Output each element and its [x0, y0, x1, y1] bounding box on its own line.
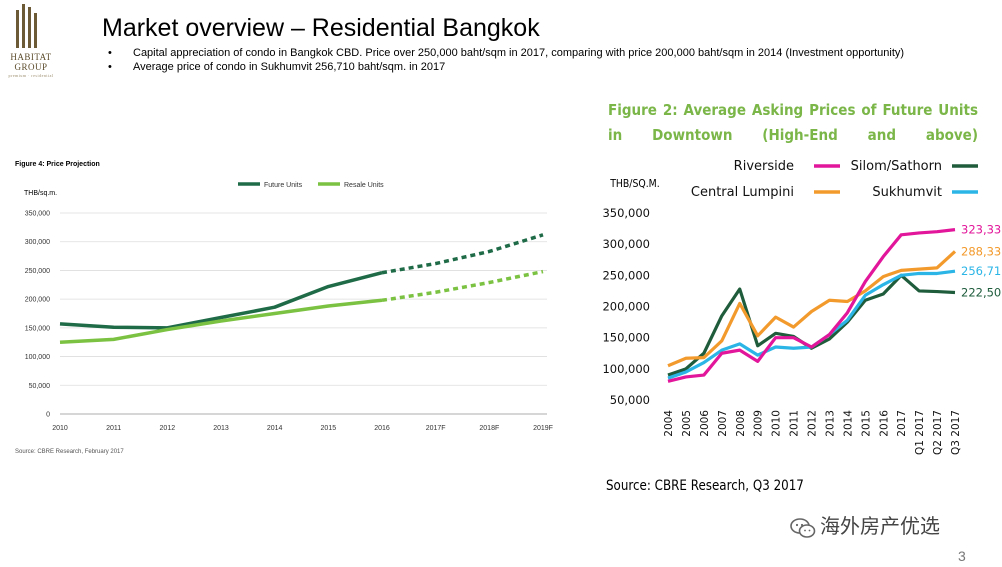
- logo-tagline: premium · residential: [8, 73, 54, 78]
- series-line-future: [59, 271, 383, 330]
- y-tick-label: 350,000: [602, 206, 650, 220]
- x-tick-label: 2017F: [426, 425, 446, 432]
- bullet-text: Capital appreciation of condo in Bangkok…: [133, 47, 905, 59]
- y-tick-label: 250,000: [602, 268, 650, 282]
- y-tick-label: 50,000: [29, 383, 51, 390]
- figure2-title: Figure 2: Average Asking Prices of Futur…: [608, 98, 978, 148]
- bullet-item: • Average price of condo in Sukhumvit 256…: [108, 60, 904, 74]
- y-tick-label: 0: [46, 412, 50, 419]
- logo-mark-icon: [16, 4, 37, 48]
- legend-label: Future Units: [264, 182, 303, 189]
- x-tick-label: 2007: [717, 410, 729, 437]
- bullet-marker: •: [108, 61, 112, 73]
- end-value-label-sukhumvit: 256,710: [961, 264, 1002, 278]
- legend-label-sukhumvit: Sukhumvit: [872, 185, 942, 200]
- x-tick-label: 2005: [681, 410, 693, 437]
- bullet-marker: •: [108, 47, 112, 59]
- x-tick-label: 2011: [789, 410, 801, 437]
- y-tick-label: 300,000: [25, 239, 50, 246]
- figure2-source: Source: CBRE Research, Q3 2017: [606, 478, 804, 494]
- end-value-label-riverside: 323,333: [961, 223, 1002, 237]
- logo-line2: GROUP: [14, 62, 48, 72]
- chart-source: Source: CBRE Research, February 2017: [15, 449, 124, 455]
- y-tick-label: 200,000: [602, 300, 650, 314]
- series-line-sukhumvit: [667, 269, 956, 380]
- bullet-item: • Capital appreciation of condo in Bangko…: [108, 46, 904, 60]
- habitat-group-logo: HABITAT GROUP premium · residential: [2, 4, 56, 80]
- x-tick-label: 2018F: [479, 425, 499, 432]
- x-tick-label: 2008: [735, 410, 747, 437]
- page-number: 3: [958, 548, 966, 564]
- x-tick-label: 2014: [842, 410, 854, 437]
- x-tick-label: 2013: [824, 410, 836, 437]
- x-tick-label: 2010: [771, 410, 783, 437]
- y-tick-label: 200,000: [25, 297, 50, 304]
- x-tick-label: 2012: [807, 410, 819, 437]
- x-tick-label: 2009: [753, 410, 765, 437]
- average-asking-prices-chart: THB/SQ.M. 50,000 100,000 150,000 200,000 250,…: [602, 159, 1002, 455]
- y-tick-label: 100,000: [602, 362, 650, 376]
- x-tick-label: 2019F: [533, 425, 553, 432]
- x-tick-label: 2013: [213, 425, 229, 432]
- y-tick-label: 150,000: [25, 325, 50, 332]
- series-projection-resale: [381, 269, 544, 303]
- slide-title: Market overview – Residential Bangkok: [102, 14, 540, 42]
- x-tick-label: Q3 2017: [950, 410, 962, 455]
- x-tick-label: 2016: [374, 425, 390, 432]
- legend-label: Resale Units: [344, 182, 384, 189]
- legend-label-silom-sathorn: Silom/Sathorn: [851, 159, 942, 174]
- figure2-title-text: Figure 2: Average Asking Prices of Futur…: [608, 101, 978, 144]
- price-projection-chart: Figure 4: Price Projection THB/sq.m. 0 50,0…: [15, 161, 553, 455]
- bullet-list: • Capital appreciation of condo in Bangko…: [108, 46, 904, 74]
- x-tick-label: Q1 2017: [914, 410, 926, 455]
- bullet-text: Average price of condo in Sukhumvit 256,…: [133, 61, 446, 73]
- watermark-text: 海外房产优选: [820, 516, 940, 538]
- y-tick-label: 250,000: [25, 268, 50, 275]
- x-tick-label: 2015: [321, 425, 337, 432]
- y-axis-label: THB/SQ.M.: [609, 178, 659, 190]
- x-tick-label: 2017: [896, 410, 908, 437]
- x-tick-label: 2006: [699, 410, 711, 437]
- legend-label-central-lumpini: Central Lumpini: [691, 185, 794, 200]
- series-line-silom-sathorn: [667, 273, 956, 377]
- y-axis-label: THB/sq.m.: [24, 190, 57, 197]
- series-projection-future: [381, 233, 544, 275]
- series-line-central-lumpini: [667, 250, 957, 368]
- x-tick-label: 2016: [878, 410, 890, 437]
- wechat-icon: [790, 517, 816, 538]
- series-line-resale: [59, 298, 383, 344]
- x-tick-label: Q2 2017: [932, 410, 944, 455]
- legend-label-riverside: Riverside: [734, 159, 794, 174]
- x-tick-label: 2011: [106, 425, 121, 432]
- series-line-riverside: [667, 228, 956, 383]
- end-value-label-silom-sathorn: 222,500: [961, 285, 1002, 299]
- x-tick-label: 2012: [160, 425, 176, 432]
- x-tick-label: 2014: [267, 425, 283, 432]
- y-tick-label: 300,000: [602, 237, 650, 251]
- end-value-label-central-lumpini: 288,333: [961, 244, 1002, 258]
- y-tick-label: 50,000: [610, 393, 650, 407]
- y-tick-label: 100,000: [25, 354, 50, 361]
- x-tick-label: 2004: [663, 410, 675, 437]
- chart-title: Figure 4: Price Projection: [15, 161, 100, 168]
- x-tick-label: 2010: [52, 425, 68, 432]
- wechat-watermark: 海外房产优选: [790, 510, 940, 539]
- logo-line1: HABITAT: [10, 52, 52, 62]
- x-tick-label: 2015: [860, 410, 872, 437]
- y-tick-label: 350,000: [25, 211, 50, 218]
- y-tick-label: 150,000: [602, 331, 650, 345]
